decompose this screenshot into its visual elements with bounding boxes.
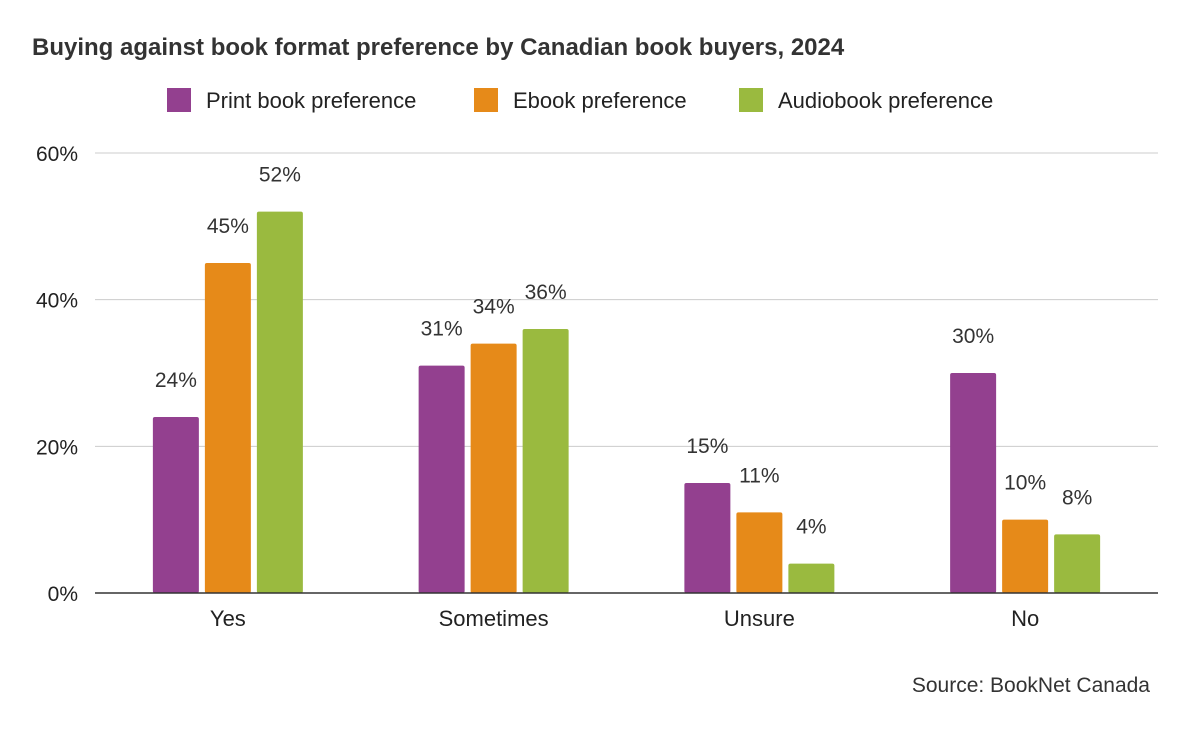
data-label: 30%: [952, 325, 994, 348]
source-note: Source: BookNet Canada: [912, 674, 1150, 697]
bar: [418, 365, 465, 593]
legend: Print book preference Ebook preference Aud…: [167, 88, 993, 113]
bar: [204, 263, 251, 593]
data-label: 45%: [207, 215, 249, 238]
y-tick-label: 60%: [36, 143, 78, 166]
data-label: 8%: [1062, 486, 1092, 509]
data-label: 36%: [525, 281, 567, 304]
bars: 24% 45% 52% 31% 34% 36% 15% 11% 4% 30% 10% 8%: [152, 164, 1101, 593]
legend-swatch: [739, 88, 763, 112]
bar: [522, 329, 569, 593]
chart-title: Buying against book format preference by…: [32, 34, 845, 61]
y-tick-label: 0%: [48, 583, 78, 606]
bar: [950, 373, 997, 593]
bar: [1054, 534, 1101, 593]
legend-label: Print book preference: [206, 88, 416, 113]
bar: [470, 343, 517, 593]
data-label: 52%: [259, 164, 301, 187]
data-label: 4%: [796, 516, 826, 539]
legend-swatch: [474, 88, 498, 112]
data-label: 34%: [473, 296, 515, 319]
gridlines: [95, 152, 1158, 447]
bar: [684, 483, 731, 593]
x-tick-label: Sometimes: [439, 606, 549, 631]
data-label: 10%: [1004, 472, 1046, 495]
bar: [788, 563, 835, 593]
y-axis: 0% 20% 40% 60%: [36, 143, 78, 606]
legend-label: Audiobook preference: [778, 88, 993, 113]
x-axis: Yes Sometimes Unsure No: [95, 592, 1158, 631]
y-tick-label: 40%: [36, 290, 78, 313]
bar: [152, 417, 199, 593]
x-tick-label: Yes: [210, 606, 246, 631]
legend-swatch: [167, 88, 191, 112]
bar: [1002, 519, 1049, 593]
data-label: 11%: [739, 464, 779, 487]
data-label: 24%: [155, 369, 197, 392]
legend-label: Ebook preference: [513, 88, 687, 113]
data-label: 31%: [421, 318, 463, 341]
bar: [736, 512, 783, 593]
x-tick-label: Unsure: [724, 606, 795, 631]
data-label: 15%: [686, 435, 728, 458]
bar: [256, 211, 303, 593]
y-tick-label: 20%: [36, 436, 78, 459]
x-tick-label: No: [1011, 606, 1039, 631]
